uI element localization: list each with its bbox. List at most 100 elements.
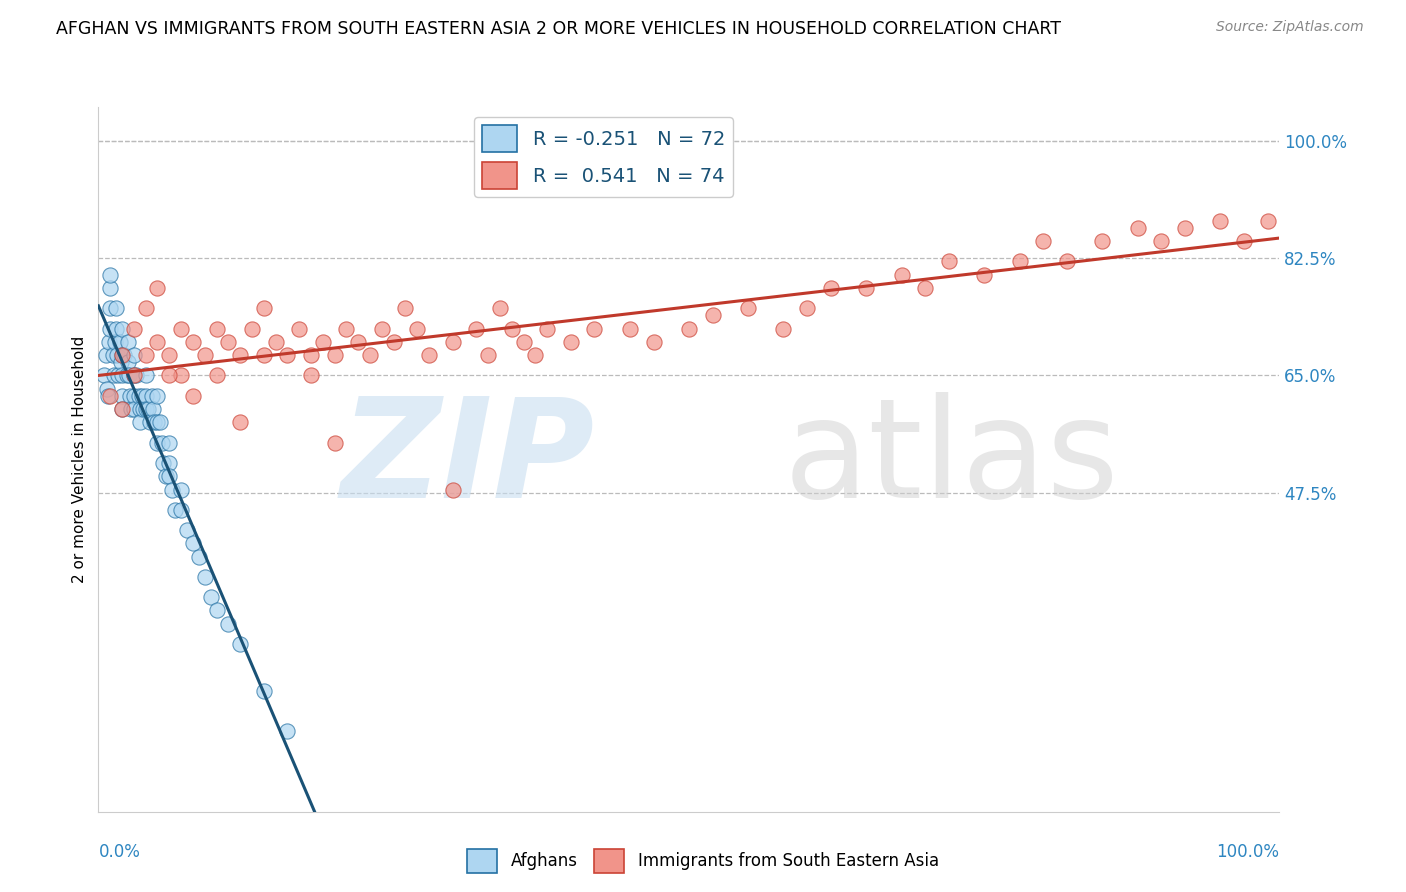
Point: [512, 334, 534, 349]
Point: [108, 334, 131, 349]
Point: [217, 334, 239, 349]
Point: [1174, 220, 1197, 235]
Point: [1008, 254, 1031, 268]
Point: [135, 348, 157, 362]
Point: [120, 389, 142, 403]
Point: [117, 355, 139, 369]
Point: [97, 389, 120, 403]
Point: [107, 368, 129, 383]
Point: [135, 402, 157, 417]
Point: [643, 334, 665, 349]
Point: [128, 389, 150, 403]
Point: [146, 281, 169, 295]
Point: [441, 334, 464, 349]
Point: [122, 368, 145, 383]
Point: [678, 321, 700, 335]
Point: [702, 308, 724, 322]
Point: [477, 348, 499, 362]
Point: [142, 416, 165, 430]
Point: [98, 334, 121, 349]
Legend: Afghans, Immigrants from South Eastern Asia: Afghans, Immigrants from South Eastern A…: [461, 842, 945, 880]
Point: [394, 301, 416, 316]
Point: [890, 268, 912, 282]
Point: [135, 368, 157, 383]
Point: [406, 321, 429, 335]
Point: [1091, 234, 1114, 248]
Point: [914, 281, 936, 295]
Point: [112, 348, 135, 362]
Point: [737, 301, 759, 316]
Point: [136, 402, 159, 417]
Point: [139, 416, 162, 430]
Point: [98, 281, 121, 295]
Point: [157, 456, 180, 470]
Point: [157, 348, 180, 362]
Legend: R = -0.251   N = 72, R =  0.541   N = 74: R = -0.251 N = 72, R = 0.541 N = 74: [474, 117, 733, 197]
Point: [115, 368, 138, 383]
Point: [276, 348, 298, 362]
Point: [122, 389, 145, 403]
Point: [229, 416, 252, 430]
Text: Source: ZipAtlas.com: Source: ZipAtlas.com: [1216, 20, 1364, 34]
Point: [122, 321, 145, 335]
Point: [131, 389, 153, 403]
Point: [101, 348, 124, 362]
Point: [155, 469, 177, 483]
Point: [229, 637, 252, 651]
Y-axis label: 2 or more Vehicles in Household: 2 or more Vehicles in Household: [72, 335, 87, 583]
Point: [152, 456, 174, 470]
Point: [205, 603, 228, 617]
Point: [122, 368, 145, 383]
Point: [110, 355, 132, 369]
Point: [1209, 214, 1232, 228]
Text: AFGHAN VS IMMIGRANTS FROM SOUTH EASTERN ASIA 2 OR MORE VEHICLES IN HOUSEHOLD COR: AFGHAN VS IMMIGRANTS FROM SOUTH EASTERN …: [56, 20, 1062, 37]
Point: [200, 590, 222, 604]
Point: [135, 389, 157, 403]
Point: [98, 268, 121, 282]
Point: [118, 368, 141, 383]
Point: [205, 321, 228, 335]
Point: [323, 435, 346, 450]
Point: [536, 321, 558, 335]
Point: [157, 368, 180, 383]
Point: [181, 334, 204, 349]
Point: [160, 483, 183, 497]
Point: [98, 321, 121, 335]
Point: [1150, 234, 1173, 248]
Point: [117, 334, 139, 349]
Point: [111, 348, 134, 362]
Point: [253, 684, 276, 698]
Point: [855, 281, 877, 295]
Point: [146, 435, 169, 450]
Text: atlas: atlas: [783, 392, 1119, 527]
Point: [240, 321, 263, 335]
Point: [170, 502, 193, 516]
Point: [157, 469, 180, 483]
Point: [229, 348, 252, 362]
Point: [141, 389, 163, 403]
Point: [135, 301, 157, 316]
Point: [560, 334, 582, 349]
Point: [93, 368, 115, 383]
Point: [1032, 234, 1054, 248]
Point: [170, 483, 193, 497]
Point: [94, 348, 117, 362]
Point: [105, 321, 128, 335]
Point: [181, 389, 204, 403]
Point: [371, 321, 394, 335]
Point: [157, 435, 180, 450]
Point: [253, 348, 276, 362]
Point: [323, 348, 346, 362]
Point: [489, 301, 512, 316]
Point: [111, 321, 134, 335]
Point: [150, 435, 173, 450]
Point: [973, 268, 995, 282]
Point: [122, 402, 145, 417]
Point: [146, 334, 169, 349]
Point: [583, 321, 606, 335]
Point: [149, 416, 172, 430]
Point: [253, 301, 276, 316]
Point: [194, 570, 217, 584]
Point: [111, 368, 134, 383]
Point: [359, 348, 381, 362]
